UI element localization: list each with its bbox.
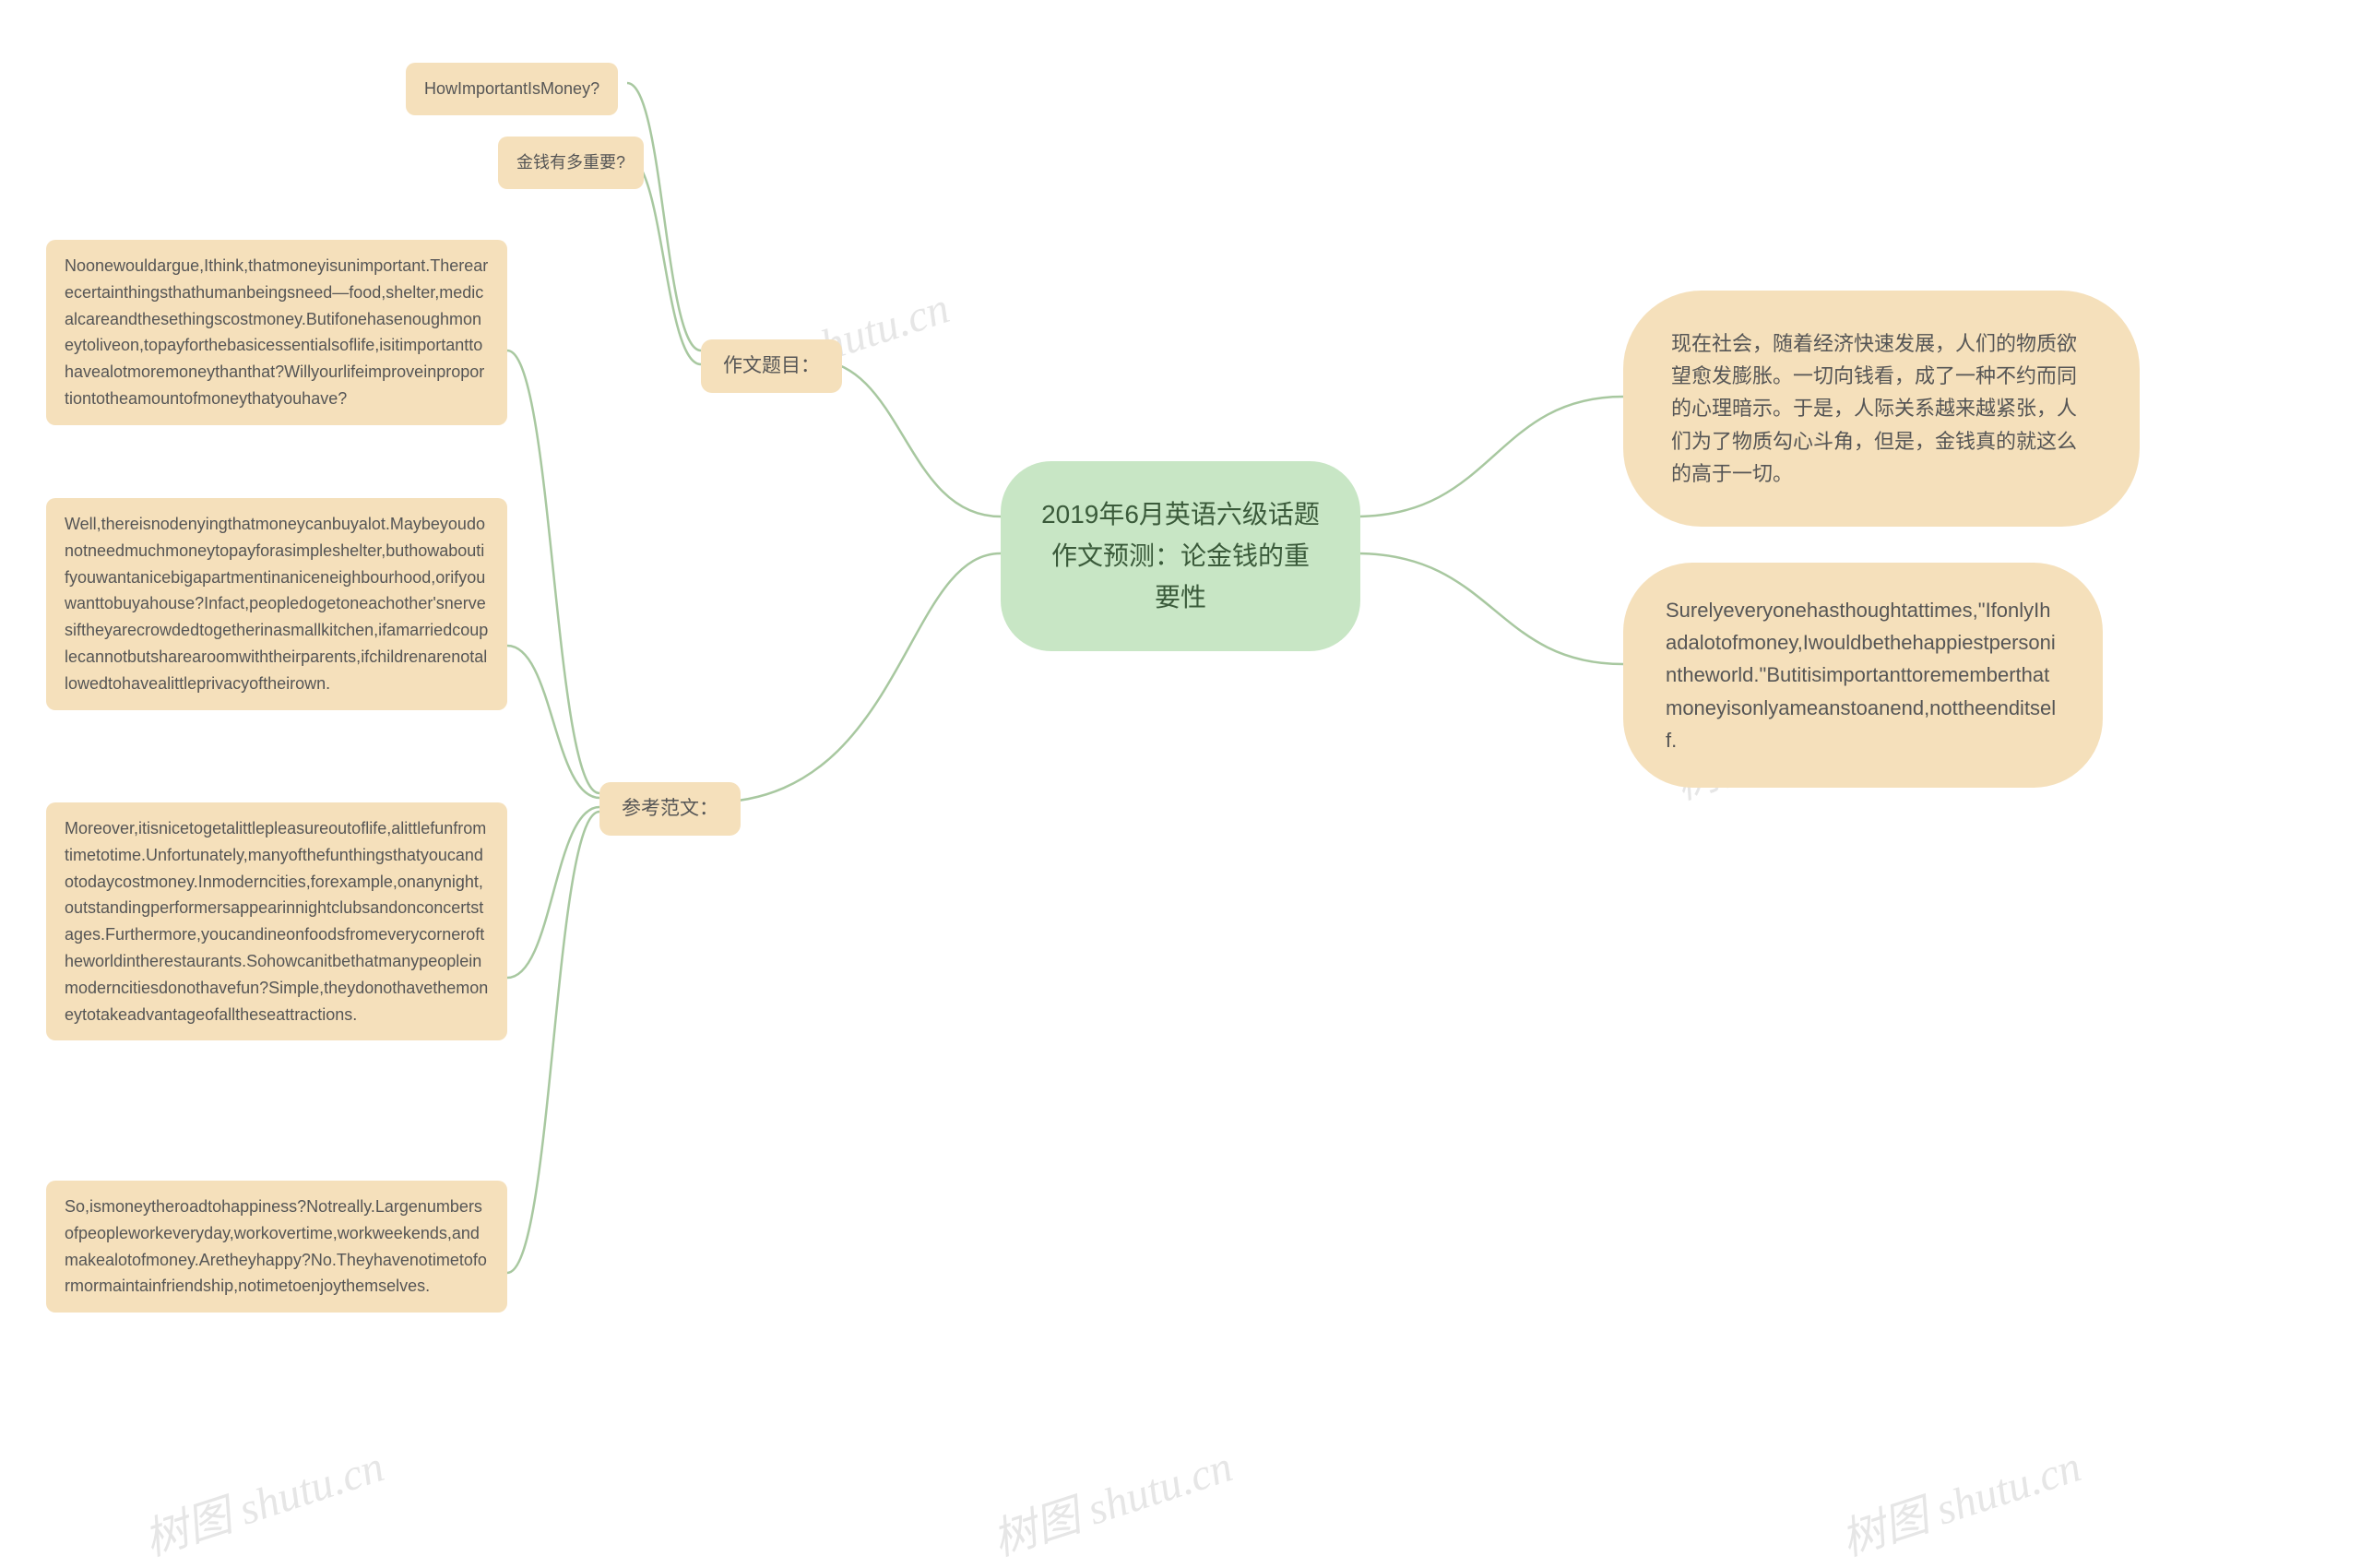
- ref-para-3: Moreover,itisnicetogetalittlepleasureout…: [46, 802, 507, 1040]
- ref-para-2-text: Well,thereisnodenyingthatmoneycanbuyalot…: [65, 515, 488, 693]
- reference-label-text: 参考范文：: [622, 798, 718, 819]
- topic-child-en: HowImportantIsMoney?: [406, 63, 618, 115]
- ref-para-4: So,ismoneytheroadtohappiness?Notreally.L…: [46, 1181, 507, 1313]
- topic-label-node: 作文题目：: [701, 339, 842, 393]
- reference-label-node: 参考范文：: [599, 782, 741, 836]
- center-node: 2019年6月英语六级话题作文预测：论金钱的重要性: [1001, 461, 1360, 651]
- topic-label-text: 作文题目：: [723, 355, 820, 376]
- ref-para-1: Noonewouldargue,Ithink,thatmoneyisunimpo…: [46, 240, 507, 425]
- right-quote-node: Surelyeveryonehasthoughtattimes,"IfonlyI…: [1623, 563, 2103, 788]
- watermark: 树图 shutu.cn: [135, 1430, 391, 1568]
- topic-child-zh: 金钱有多重要?: [498, 137, 644, 189]
- topic-child-zh-text: 金钱有多重要?: [516, 153, 625, 172]
- watermark: 树图 shutu.cn: [1832, 1430, 2088, 1568]
- right-quote-text: Surelyeveryonehasthoughtattimes,"IfonlyI…: [1666, 599, 2056, 752]
- ref-para-4-text: So,ismoneytheroadtohappiness?Notreally.L…: [65, 1197, 487, 1295]
- right-intro-node: 现在社会，随着经济快速发展，人们的物质欲望愈发膨胀。一切向钱看，成了一种不约而同…: [1623, 291, 2140, 527]
- watermark: 树图 shutu.cn: [983, 1430, 1240, 1568]
- ref-para-1-text: Noonewouldargue,Ithink,thatmoneyisunimpo…: [65, 256, 488, 408]
- ref-para-3-text: Moreover,itisnicetogetalittlepleasureout…: [65, 819, 488, 1024]
- center-text: 2019年6月英语六级话题作文预测：论金钱的重要性: [1041, 500, 1320, 612]
- right-intro-text: 现在社会，随着经济快速发展，人们的物质欲望愈发膨胀。一切向钱看，成了一种不约而同…: [1671, 332, 2077, 485]
- ref-para-2: Well,thereisnodenyingthatmoneycanbuyalot…: [46, 498, 507, 710]
- topic-child-en-text: HowImportantIsMoney?: [424, 79, 599, 98]
